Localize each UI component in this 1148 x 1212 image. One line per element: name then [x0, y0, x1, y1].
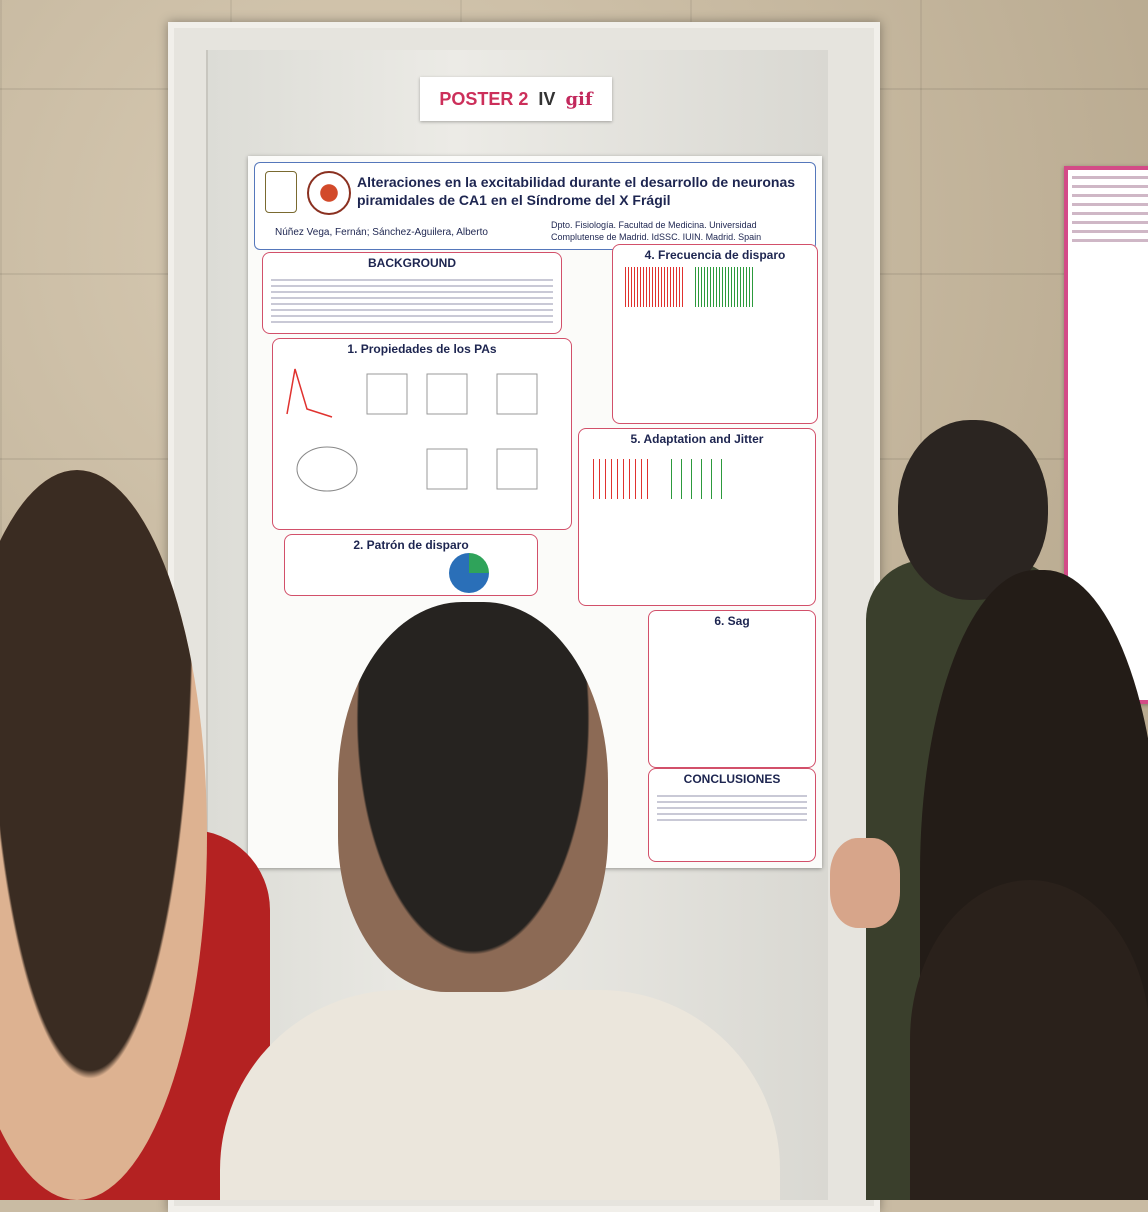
- section-6-heading: 6. Sag: [714, 614, 750, 628]
- conclusions-heading: CONCLUSIONES: [683, 772, 781, 786]
- section-5-heading: 5. Adaptation and Jitter: [630, 432, 764, 446]
- background-heading: BACKGROUND: [368, 256, 456, 270]
- person-bottom-right-head: [910, 880, 1148, 1200]
- background-section: BACKGROUND: [262, 252, 562, 334]
- section-4-heading: 4. Frecuencia de disparo: [644, 248, 786, 262]
- person-center-head: [338, 602, 608, 992]
- wt-firing-trace: [625, 267, 685, 307]
- person-left-head: [0, 470, 207, 1200]
- department-logo-icon: [265, 171, 297, 213]
- section-2: 2. Patrón de disparo: [284, 534, 538, 596]
- adaptation-wt-trace: [593, 459, 653, 499]
- poster-title: Alteraciones en la excitabilidad durante…: [357, 174, 796, 208]
- poster-authors: Núñez Vega, Fernán; Sánchez-Aguilera, Al…: [275, 227, 488, 238]
- poster-number: POSTER 2: [439, 88, 529, 109]
- section-6: 6. Sag: [648, 610, 816, 768]
- section-1-plots: [286, 368, 538, 492]
- background-text: [271, 275, 553, 327]
- ko-firing-trace: [695, 267, 755, 307]
- conference-logo: gif: [565, 88, 593, 110]
- conclusions-section: CONCLUSIONES: [648, 768, 816, 862]
- section-1-heading: 1. Propiedades de los PAs: [347, 342, 497, 356]
- person-center-white-shirt: [220, 990, 780, 1200]
- university-seal-icon: [307, 171, 351, 215]
- conference-number: IV: [538, 88, 556, 109]
- person-right-head: [898, 420, 1048, 600]
- poster-affiliation: Dpto. Fisiología. Facultad de Medicina. …: [551, 220, 762, 242]
- section-5: 5. Adaptation and Jitter: [578, 428, 816, 606]
- poster-header: Alteraciones en la excitabilidad durante…: [254, 162, 816, 250]
- section-2-heading: 2. Patrón de disparo: [353, 538, 469, 552]
- pie-chart-icon: [449, 553, 489, 593]
- hands: [830, 838, 900, 928]
- poster-number-label: POSTER 2 IV gif: [420, 77, 612, 121]
- adaptation-ko-trace: [671, 459, 731, 499]
- section-1: 1. Propiedades de los PAs: [272, 338, 572, 530]
- section-4: 4. Frecuencia de disparo: [612, 244, 818, 424]
- conclusions-text: [657, 791, 807, 825]
